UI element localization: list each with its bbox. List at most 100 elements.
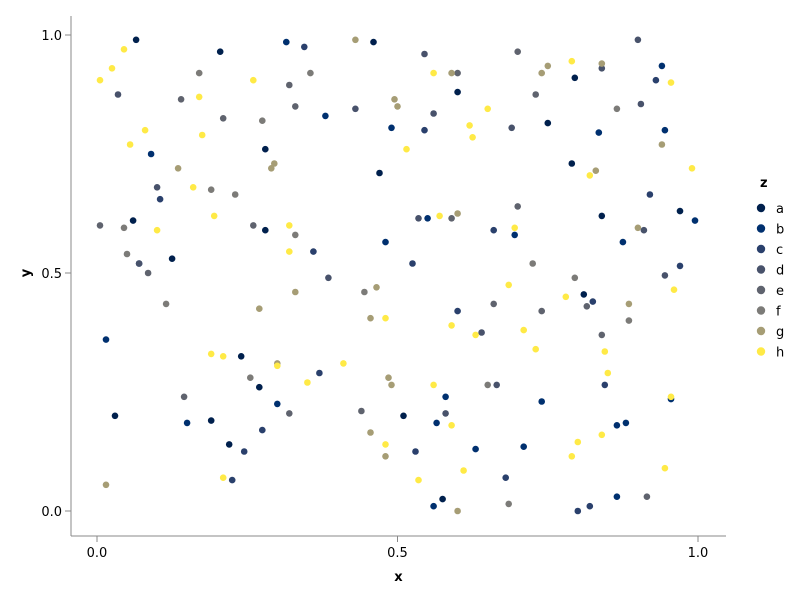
legend-label-h: h — [776, 346, 784, 361]
data-point-h — [198, 131, 206, 139]
data-point-e — [144, 269, 152, 277]
data-point-d — [415, 215, 422, 222]
data-point-h — [108, 65, 116, 72]
data-point-c — [454, 307, 461, 315]
data-point-b — [183, 419, 191, 427]
data-point-g — [394, 103, 401, 110]
data-point-h — [448, 322, 455, 329]
data-point-a — [262, 226, 269, 234]
data-point-a — [454, 88, 461, 96]
data-point-g — [544, 62, 552, 70]
legend-label-f: f — [776, 305, 781, 320]
data-point-e — [490, 300, 498, 308]
y-tick-label: 0.5 — [41, 267, 62, 282]
data-point-g — [448, 69, 455, 77]
data-point-a — [568, 160, 576, 167]
legend-marker-e — [756, 285, 766, 295]
data-point-b — [424, 215, 431, 222]
data-point-h — [520, 326, 527, 334]
data-point-a — [237, 353, 245, 360]
data-point-h — [598, 431, 606, 439]
data-point-h — [601, 348, 609, 355]
legend-marker-h — [756, 347, 766, 356]
x-ticks: 0.0 0.5 1.0 — [87, 536, 709, 561]
axes — [70, 16, 726, 537]
data-point-b — [622, 419, 630, 427]
data-point-d — [442, 410, 449, 417]
data-point-d — [598, 65, 606, 72]
data-point-e — [286, 410, 293, 417]
data-point-g — [102, 481, 110, 489]
data-point-h — [382, 441, 389, 448]
data-point-f — [207, 186, 215, 193]
data-point-e — [448, 215, 455, 222]
data-point-b — [430, 502, 437, 510]
data-point-g — [174, 165, 182, 172]
data-point-c — [409, 260, 416, 267]
data-point-h — [96, 76, 104, 84]
x-tick-label: 1.0 — [688, 546, 709, 561]
data-point-h — [340, 360, 347, 367]
legend-marker-f — [756, 306, 766, 315]
data-point-h — [604, 369, 612, 377]
data-point-b — [619, 238, 627, 246]
data-point-h — [250, 76, 257, 84]
data-point-b — [520, 443, 527, 451]
legend-title: z — [760, 176, 768, 191]
legend-label-d: d — [776, 264, 784, 279]
data-point-h — [568, 453, 576, 460]
data-point-f — [613, 105, 621, 113]
data-point-f — [123, 250, 131, 258]
data-point-e — [358, 407, 365, 415]
data-point-b — [613, 422, 621, 429]
data-point-h — [448, 422, 455, 429]
data-point-h — [460, 467, 467, 474]
data-point-g — [373, 284, 380, 291]
data-point-h — [430, 69, 437, 77]
data-point-a — [439, 495, 446, 503]
data-point-h — [688, 165, 696, 172]
data-point-e — [583, 303, 591, 310]
data-point-e — [292, 103, 299, 110]
data-point-d — [325, 274, 332, 282]
data-point-e — [96, 222, 104, 229]
data-point-h — [568, 57, 576, 65]
data-point-a — [376, 169, 383, 177]
data-point-f — [484, 381, 492, 389]
data-point-a — [676, 207, 684, 215]
data-point-e — [177, 96, 185, 103]
data-point-g — [388, 381, 395, 389]
data-point-c — [421, 126, 428, 134]
data-point-h — [661, 464, 669, 472]
data-point-e — [454, 69, 461, 77]
data-point-h — [670, 286, 678, 294]
y-tick-label: 0.0 — [41, 505, 62, 520]
data-point-d — [352, 105, 359, 113]
data-point-e — [286, 81, 293, 89]
data-point-h — [286, 222, 293, 229]
data-point-a — [544, 119, 552, 127]
data-point-g — [352, 36, 359, 44]
data-point-h — [274, 362, 281, 370]
data-point-f — [259, 117, 266, 124]
data-point-a — [262, 145, 269, 153]
data-point-g — [598, 60, 606, 67]
data-point-d — [430, 110, 437, 117]
data-point-h — [415, 476, 422, 484]
data-point-f — [120, 224, 128, 232]
legend-label-g: g — [776, 325, 784, 340]
data-point-a — [400, 412, 407, 420]
data-point-e — [514, 48, 521, 55]
data-point-c — [502, 474, 510, 482]
data-point-h — [574, 438, 582, 446]
data-point-h — [469, 134, 476, 141]
data-point-h — [472, 331, 479, 339]
data-point-f — [247, 374, 254, 382]
data-point-c — [310, 248, 317, 255]
data-point-b — [595, 129, 603, 136]
data-point-h — [286, 248, 293, 255]
x-tick-label: 0.0 — [87, 546, 108, 561]
data-point-h — [511, 224, 518, 232]
legend-label-b: b — [776, 223, 784, 238]
data-point-d — [478, 329, 485, 336]
